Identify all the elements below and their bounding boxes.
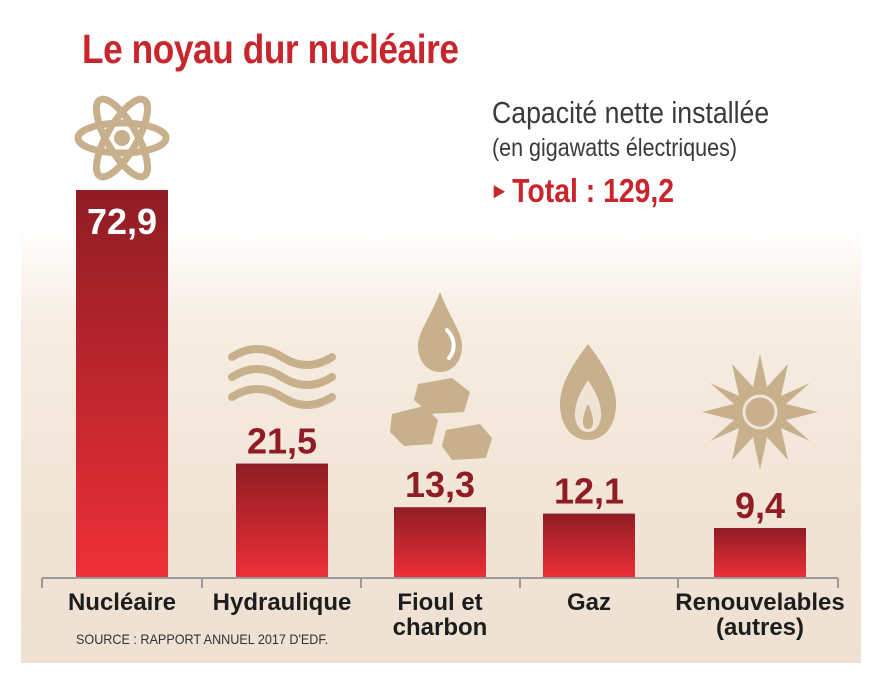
category-label-line: charbon	[393, 614, 488, 641]
bar-hydraulique	[236, 463, 328, 578]
total-value: Total : 129,2	[512, 172, 675, 209]
category-label-line: Renouvelables	[675, 589, 844, 616]
total-line: ► Total : 129,2	[490, 172, 674, 210]
source-note: SOURCE : RAPPORT ANNUEL 2017 D'EDF.	[76, 631, 329, 647]
category-label-line: (autres)	[716, 614, 804, 641]
labels-layer: 72,9 Nucléaire 21,5 Hydraulique 13,3 Fioul et…	[68, 201, 845, 641]
gas-flame-icon	[560, 344, 616, 440]
category-label-nucleaire: Nucléaire	[68, 589, 176, 616]
category-label-line: Nucléaire	[68, 589, 176, 616]
category-label-line: Gaz	[567, 589, 611, 616]
total-arrow-icon: ►	[490, 178, 509, 203]
x-axis	[41, 577, 839, 588]
value-label-hydraulique: 21,5	[247, 421, 317, 462]
chart-title: Le noyau dur nucléaire	[82, 26, 459, 72]
value-label-renouvelables-autres: 9,4	[735, 485, 785, 526]
atom-icon	[74, 95, 170, 181]
category-label-hydraulique: Hydraulique	[213, 589, 352, 616]
value-label-nucleaire: 72,9	[87, 201, 157, 242]
value-label-gaz: 12,1	[554, 471, 624, 512]
category-label-renouvelables-autres: Renouvelables (autres)	[675, 589, 844, 641]
oil-drop-and-coal-icon	[390, 292, 492, 460]
bar-gaz	[543, 513, 635, 578]
unit-note: (en gigawatts électriques)	[492, 134, 737, 162]
bar-fioul-et-charbon	[394, 507, 486, 578]
category-label-gaz: Gaz	[567, 589, 611, 616]
icons-layer	[74, 95, 818, 470]
chart-subtitle: Capacité nette installée	[492, 95, 770, 130]
category-label-fioul-et-charbon: Fioul et charbon	[393, 589, 488, 641]
sun-icon	[702, 354, 818, 470]
bars-layer	[76, 190, 806, 578]
bar-renouvelables-autres	[714, 527, 806, 578]
value-label-fioul-et-charbon: 13,3	[405, 464, 475, 505]
category-label-line: Hydraulique	[213, 589, 352, 616]
category-label-line: Fioul et	[397, 589, 482, 616]
water-waves-icon	[228, 345, 336, 409]
bar-nucleaire	[76, 190, 168, 578]
